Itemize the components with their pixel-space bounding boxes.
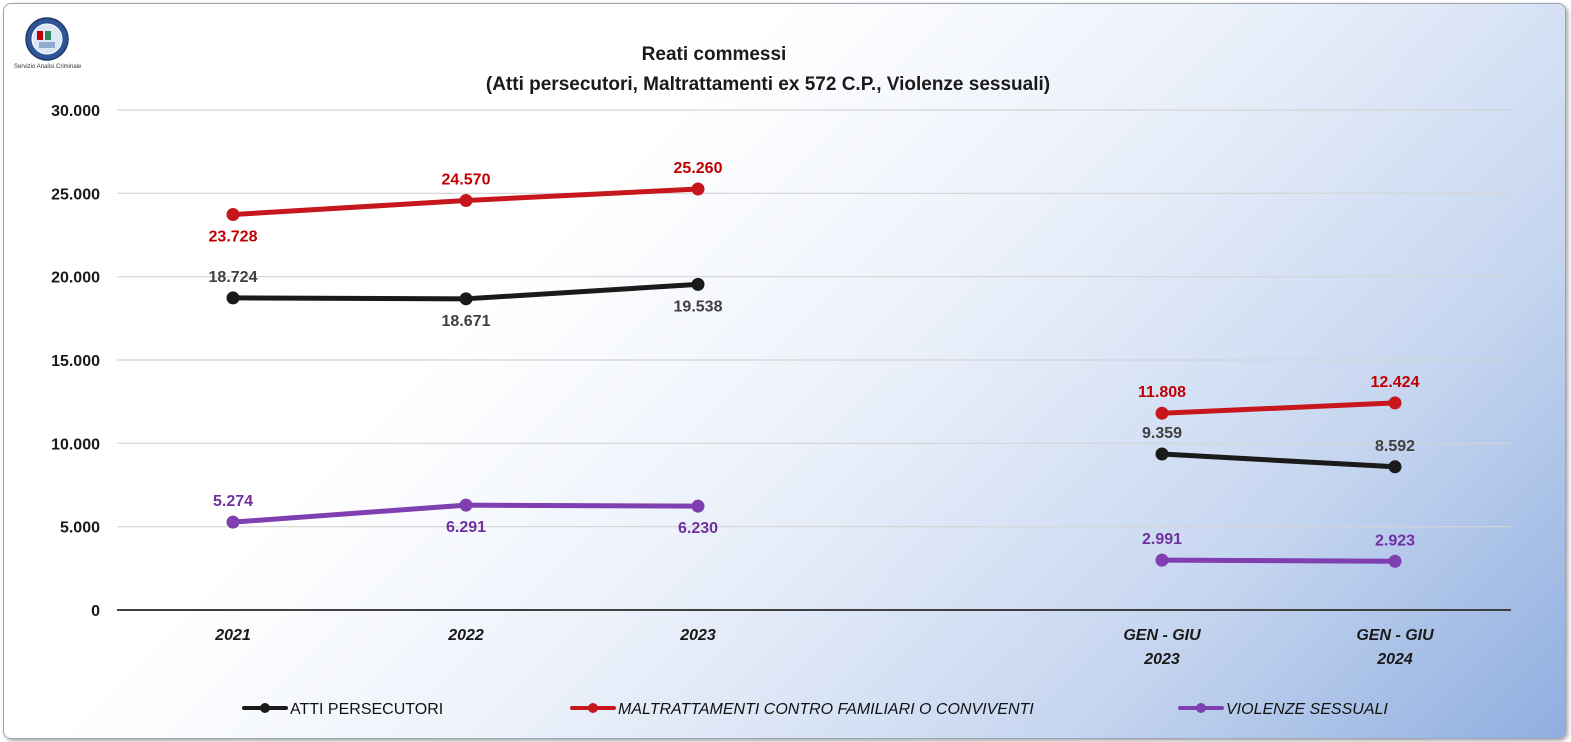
legend-swatch-marker <box>260 703 270 713</box>
y-tick-label: 30.000 <box>51 103 100 120</box>
chart-subtitle: (Atti persecutori, Maltrattamenti ex 572… <box>486 74 1050 95</box>
data-point <box>1155 553 1169 567</box>
series-line <box>1159 400 1398 416</box>
gridlines <box>117 109 1511 611</box>
x-axis: 2021 2022 2023 GEN - GIU 2023 GEN - GIU 2024 <box>214 627 1434 668</box>
data-label: 5.274 <box>213 493 253 510</box>
data-point <box>226 208 240 222</box>
series-violenze-sessuali: 5.274 6.291 6.230 2.991 2.923 <box>213 493 1415 568</box>
data-point <box>1388 554 1402 568</box>
legend-item: VIOLENZE SESSUALI <box>1178 701 1388 718</box>
series-maltrattamenti-contro-familiari-o-conviventi: 23.728 24.570 25.260 11.808 12.424 <box>209 160 1420 420</box>
plot-area: 18.724 18.671 19.538 9.359 8.592 23.728 24.570… <box>209 160 1420 568</box>
series-line <box>1159 557 1398 564</box>
data-label: 23.728 <box>209 229 258 246</box>
x-tick-label: 2023 <box>679 627 716 644</box>
y-axis: 0 5.000 10.000 15.000 20.000 25.000 30.000 <box>51 103 100 620</box>
data-point <box>1155 406 1169 420</box>
data-point <box>226 515 240 529</box>
legend-swatch-marker <box>588 703 598 713</box>
line-chart: Servizio Analisi Criminale Reati commess… <box>14 17 1511 718</box>
logo-emblem: Servizio Analisi Criminale <box>14 17 82 70</box>
data-point <box>691 182 705 196</box>
legend-label: ATTI PERSECUTORI <box>290 701 443 718</box>
y-tick-label: 15.000 <box>51 353 100 370</box>
y-tick-label: 25.000 <box>51 186 100 203</box>
chart-title: Reati commessi <box>642 44 787 65</box>
legend-item: MALTRATTAMENTI CONTRO FAMILIARI O CONVIV… <box>570 701 1034 718</box>
legend: ATTI PERSECUTORI MALTRATTAMENTI CONTRO FA… <box>242 701 1388 718</box>
data-label: 6.291 <box>446 519 486 536</box>
legend-label: VIOLENZE SESSUALI <box>1226 701 1388 718</box>
legend-item: ATTI PERSECUTORI <box>242 701 443 718</box>
y-tick-label: 10.000 <box>51 436 100 453</box>
data-label: 2.923 <box>1375 532 1415 549</box>
data-label: 9.359 <box>1142 425 1182 442</box>
data-point <box>1388 396 1402 410</box>
data-label: 6.230 <box>678 520 718 537</box>
y-tick-label: 0 <box>91 603 100 620</box>
data-label: 12.424 <box>1371 374 1420 391</box>
logo-caption: Servizio Analisi Criminale <box>14 64 82 70</box>
x-tick-label: 2022 <box>447 627 484 644</box>
data-point <box>226 291 240 305</box>
data-label: 25.260 <box>674 160 723 177</box>
data-label: 2.991 <box>1142 531 1182 548</box>
chart-frame: Servizio Analisi Criminale Reati commess… <box>3 3 1566 739</box>
series-line <box>1159 451 1398 470</box>
data-point <box>1388 460 1402 474</box>
data-label: 8.592 <box>1375 438 1415 455</box>
data-label: 19.538 <box>674 298 723 315</box>
data-label: 24.570 <box>442 172 491 189</box>
y-tick-label: 20.000 <box>51 270 100 287</box>
legend-swatch-marker <box>1196 703 1206 713</box>
data-label: 18.724 <box>209 269 258 286</box>
data-label: 18.671 <box>442 313 491 330</box>
y-tick-label: 5.000 <box>60 520 100 537</box>
data-point <box>459 498 473 512</box>
data-point <box>1155 447 1169 461</box>
data-point <box>459 194 473 207</box>
data-point <box>459 292 473 306</box>
legend-label: MALTRATTAMENTI CONTRO FAMILIARI O CONVIV… <box>618 701 1034 718</box>
series-atti-persecutori: 18.724 18.671 19.538 9.359 8.592 <box>209 269 1415 474</box>
x-tick-label: 2021 <box>214 627 251 644</box>
x-tick-label: GEN - GIU 2024 <box>1356 627 1434 668</box>
data-point <box>691 277 705 291</box>
data-point <box>691 499 705 513</box>
data-label: 11.808 <box>1138 384 1186 401</box>
x-tick-label: GEN - GIU 2023 <box>1123 627 1201 668</box>
